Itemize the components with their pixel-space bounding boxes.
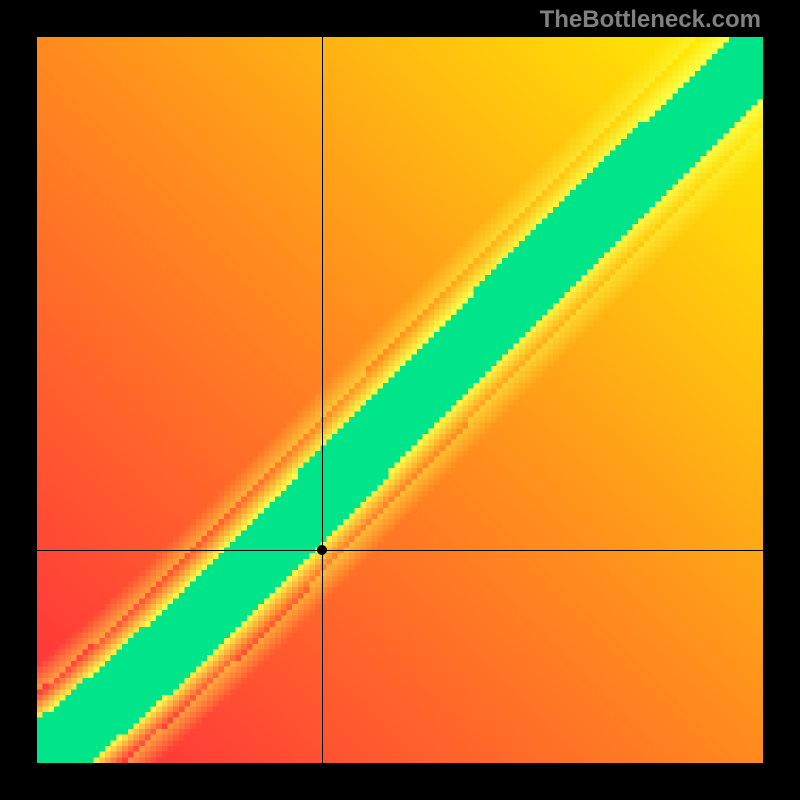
- heatmap-plot: [37, 37, 763, 763]
- crosshair-vertical: [322, 37, 323, 763]
- crosshair-horizontal: [37, 550, 763, 551]
- watermark-text: TheBottleneck.com: [540, 6, 761, 34]
- heatmap-canvas: [37, 37, 763, 763]
- bottleneck-marker: [317, 545, 327, 555]
- figure-frame: TheBottleneck.com: [0, 0, 800, 800]
